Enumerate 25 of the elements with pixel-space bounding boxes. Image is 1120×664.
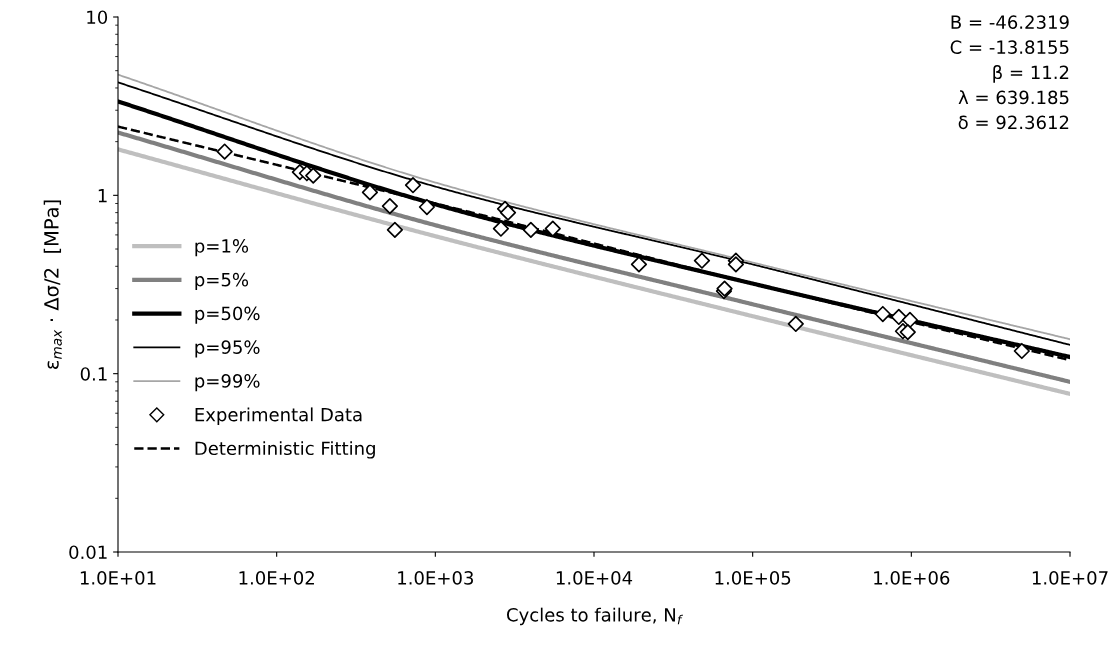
x-tick-label: 1.0E+04	[556, 571, 633, 585]
y-tick-label: 1	[98, 189, 107, 203]
x-tick-label: 1.0E+03	[398, 571, 473, 585]
x-tick-label: 1.0E+07	[1032, 571, 1108, 585]
y-tick-label: 10	[87, 10, 108, 25]
y-tick-label: 0.1	[80, 367, 107, 381]
annotation: λ = 639.185	[958, 90, 1069, 105]
legend-label: Experimental Data	[195, 407, 362, 425]
annotation: C = -13.8155	[950, 40, 1069, 54]
y-tick-label: 0.01	[69, 545, 107, 560]
legend-label: p=1%	[195, 239, 249, 257]
legend-label: p=50%	[195, 306, 260, 324]
x-axis-title: Cycles to failure, N$_{f}$	[506, 607, 683, 626]
annotation: β = 11.2	[993, 65, 1069, 83]
x-tick-label: 1.0E+02	[239, 571, 314, 585]
annotation: B = -46.2319	[951, 15, 1069, 29]
annotation: δ = 92.3612	[958, 115, 1069, 130]
legend-label: p=99%	[195, 374, 260, 392]
legend-label: Deterministic Fitting	[195, 441, 375, 459]
legend-label: p=5%	[195, 272, 249, 290]
x-tick-label: 1.0E+05	[715, 571, 791, 585]
x-tick-label: 1.0E+06	[874, 571, 950, 585]
legend-label: p=95%	[195, 340, 260, 358]
y-axis-title: ε$_{max}$ · Δσ/2 [MPa]	[43, 200, 62, 369]
x-tick-label: 1.0E+01	[80, 571, 156, 585]
